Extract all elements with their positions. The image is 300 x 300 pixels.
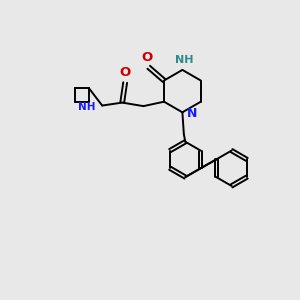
Text: NH: NH [176, 55, 194, 64]
Text: O: O [142, 51, 153, 64]
Text: O: O [119, 66, 130, 79]
Text: N: N [187, 107, 197, 120]
Text: NH: NH [78, 102, 96, 112]
